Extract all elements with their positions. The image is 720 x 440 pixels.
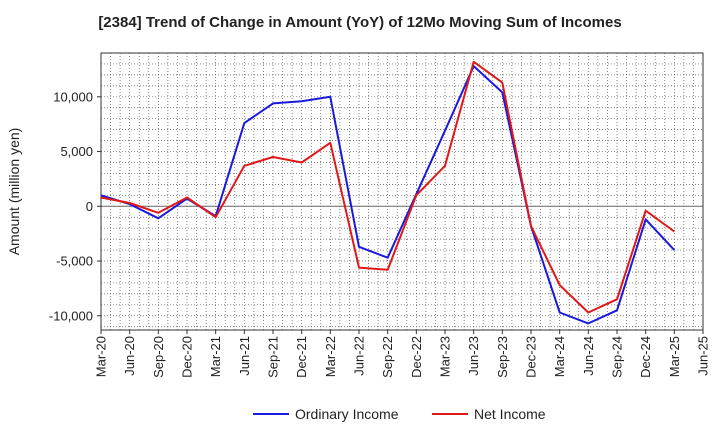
x-tick-label: Jun-24 [581,336,596,376]
x-tick-label: Mar-21 [208,336,223,377]
x-tick-label: Dec-24 [638,336,653,378]
series-line-net-income [100,60,675,314]
plot-frame [100,52,704,331]
x-tick-label: Sep-22 [380,336,395,378]
x-tick-label: Mar-20 [94,336,109,377]
y-tick-label: 5,000 [60,144,93,159]
y-tick-label: -10,000 [49,308,93,323]
x-tick-label: Dec-23 [524,336,539,378]
x-tick-label: Mar-22 [323,336,338,377]
x-tick-label: Dec-21 [294,336,309,378]
x-tick-label: Sep-23 [495,336,510,378]
y-tick-label: 0 [86,199,93,214]
x-tick-label: Sep-21 [266,336,281,378]
x-tick-label: Jun-23 [466,336,481,376]
x-tick-label: Jun-22 [352,336,367,376]
x-tick-label: Jun-20 [122,336,137,376]
x-tick-label: Mar-23 [438,336,453,377]
x-tick-label: Sep-20 [151,336,166,378]
x-tick-label: Dec-22 [409,336,424,378]
x-tick-label: Mar-24 [552,336,567,377]
y-tick-label: -5,000 [56,254,93,269]
x-tick-label: Jun-21 [237,336,252,376]
plot-area [101,53,703,330]
x-tick-label: Mar-25 [667,336,682,377]
chart-title: [2384] Trend of Change in Amount (YoY) o… [98,14,622,31]
legend-label: Net Income [474,406,546,422]
x-tick-label: Sep-24 [610,336,625,378]
y-tick-label: 10,000 [53,89,93,104]
legend-label: Ordinary Income [295,406,399,422]
y-axis-label: Amount (million yen) [6,128,22,256]
x-tick-label: Dec-20 [180,336,195,378]
x-tick-label: Jun-25 [696,336,711,376]
